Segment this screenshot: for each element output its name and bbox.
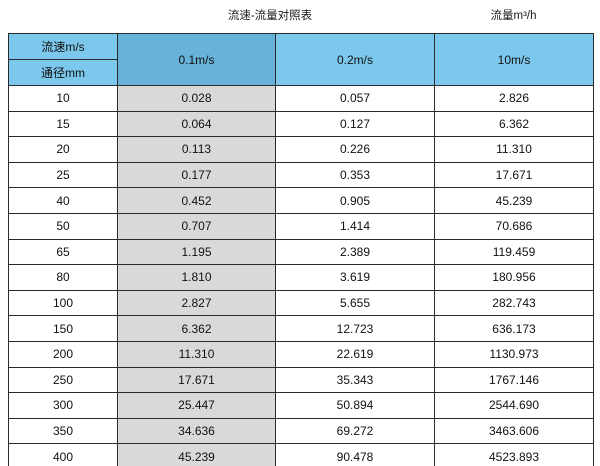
cell-nominal-diameter: 50 [8, 212, 118, 240]
header-row-bottom: 通径mm [8, 59, 594, 86]
cell-flow-at-0_2ms: 0.226 [275, 136, 435, 163]
cell-flow-at-0_2ms: 5.655 [275, 289, 435, 317]
table-header: 流速m/s 0.1m/s 0.2m/s 10m/s 通径mm [8, 33, 594, 86]
table-row: 400 45.239 90.478 4523.893 [8, 443, 594, 466]
cell-flow-at-10ms: 11.310 [434, 136, 594, 163]
cell-flow-at-0_2ms: 22.619 [275, 340, 435, 368]
cell-flow-at-10ms: 45.239 [434, 187, 594, 214]
table-row: 10 0.028 0.057 2.826 [8, 85, 594, 112]
cell-flow-at-0_1ms: 6.362 [117, 315, 276, 342]
cell-flow-at-10ms: 180.956 [434, 264, 594, 291]
cell-flow-at-0_2ms: 2.389 [275, 238, 435, 266]
cell-nominal-diameter: 80 [8, 264, 118, 291]
cell-flow-at-10ms: 1767.146 [434, 366, 594, 394]
cell-flow-at-10ms: 1130.973 [434, 340, 594, 368]
table-row: 200 11.310 22.619 1130.973 [8, 340, 594, 368]
cell-flow-at-10ms: 6.362 [434, 110, 594, 138]
table-row: 100 2.827 5.655 282.743 [8, 289, 594, 317]
cell-nominal-diameter: 350 [8, 417, 118, 445]
table-row: 150 6.362 12.723 636.173 [8, 315, 594, 342]
table-body: 10 0.028 0.057 2.826 15 0.064 0.127 6.362 20 0.11… [8, 85, 594, 466]
cell-flow-at-10ms: 2544.690 [434, 392, 594, 419]
cell-flow-at-10ms: 2.826 [434, 85, 594, 112]
cell-flow-at-10ms: 3463.606 [434, 417, 594, 445]
table-row: 15 0.064 0.127 6.362 [8, 110, 594, 138]
header-row-top: 流速m/s 0.1m/s 0.2m/s 10m/s [8, 33, 594, 86]
header-speed-col-1: 0.1m/s [117, 33, 276, 86]
cell-flow-at-0_1ms: 45.239 [117, 443, 276, 466]
header-speed-col-3: 10m/s [434, 33, 594, 86]
cell-flow-at-10ms: 119.459 [434, 238, 594, 266]
cell-flow-at-0_1ms: 1.810 [117, 264, 276, 291]
cell-flow-at-0_2ms: 90.478 [275, 443, 435, 466]
cell-flow-at-0_2ms: 3.619 [275, 264, 435, 291]
cell-flow-at-10ms: 70.686 [434, 212, 594, 240]
table-row: 300 25.447 50.894 2544.690 [8, 392, 594, 419]
cell-nominal-diameter: 250 [8, 366, 118, 394]
flow-velocity-flow-rate-table: 流速m/s 0.1m/s 0.2m/s 10m/s 通径mm 10 0.028 0.… [8, 33, 594, 466]
cell-nominal-diameter: 300 [8, 392, 118, 419]
cell-nominal-diameter: 100 [8, 289, 118, 317]
cell-flow-at-0_1ms: 25.447 [117, 392, 276, 419]
cell-nominal-diameter: 15 [8, 110, 118, 138]
cell-nominal-diameter: 20 [8, 136, 118, 163]
table-row: 40 0.452 0.905 45.239 [8, 187, 594, 214]
table-row: 80 1.810 3.619 180.956 [8, 264, 594, 291]
table-row: 20 0.113 0.226 11.310 [8, 136, 594, 163]
cell-flow-at-0_2ms: 12.723 [275, 315, 435, 342]
cell-flow-at-0_2ms: 35.343 [275, 366, 435, 394]
cell-flow-at-0_2ms: 69.272 [275, 417, 435, 445]
table-row: 50 0.707 1.414 70.686 [8, 212, 594, 240]
cell-flow-at-10ms: 17.671 [434, 161, 594, 189]
cell-flow-at-0_1ms: 0.452 [117, 187, 276, 214]
cell-flow-at-0_1ms: 34.636 [117, 417, 276, 445]
cell-nominal-diameter: 150 [8, 315, 118, 342]
cell-flow-at-0_1ms: 2.827 [117, 289, 276, 317]
table-row: 65 1.195 2.389 119.459 [8, 238, 594, 266]
cell-flow-at-0_2ms: 50.894 [275, 392, 435, 419]
header-speed-col-2: 0.2m/s [275, 33, 435, 86]
header-velocity-label: 流速m/s [8, 33, 118, 60]
cell-flow-at-0_1ms: 1.195 [117, 238, 276, 266]
cell-nominal-diameter: 400 [8, 443, 118, 466]
header-diameter-label: 通径mm [8, 59, 118, 86]
cell-flow-at-0_1ms: 0.028 [117, 85, 276, 112]
cell-flow-at-0_1ms: 0.064 [117, 110, 276, 138]
cell-nominal-diameter: 40 [8, 187, 118, 214]
cell-flow-at-10ms: 636.173 [434, 315, 594, 342]
cell-flow-at-0_1ms: 0.113 [117, 136, 276, 163]
cell-nominal-diameter: 65 [8, 238, 118, 266]
cell-flow-at-0_2ms: 0.353 [275, 161, 435, 189]
table-row: 25 0.177 0.353 17.671 [8, 161, 594, 189]
cell-flow-at-0_1ms: 11.310 [117, 340, 276, 368]
flow-rate-unit-label: 流量m³/h [490, 10, 537, 22]
cell-flow-at-0_2ms: 0.057 [275, 85, 435, 112]
cell-flow-at-0_2ms: 0.127 [275, 110, 435, 138]
cell-flow-at-10ms: 4523.893 [434, 443, 594, 466]
cell-flow-at-0_1ms: 0.177 [117, 161, 276, 189]
cell-nominal-diameter: 10 [8, 85, 118, 112]
cell-flow-at-0_2ms: 0.905 [275, 187, 435, 214]
cell-nominal-diameter: 25 [8, 161, 118, 189]
table-row: 250 17.671 35.343 1767.146 [8, 366, 594, 394]
cell-nominal-diameter: 200 [8, 340, 118, 368]
cell-flow-at-0_1ms: 0.707 [117, 212, 276, 240]
table-row: 350 34.636 69.272 3463.606 [8, 417, 594, 445]
cell-flow-at-0_2ms: 1.414 [275, 212, 435, 240]
cell-flow-at-0_1ms: 17.671 [117, 366, 276, 394]
cell-flow-at-10ms: 282.743 [434, 289, 594, 317]
page-title: 流速-流量对照表 [227, 10, 313, 22]
